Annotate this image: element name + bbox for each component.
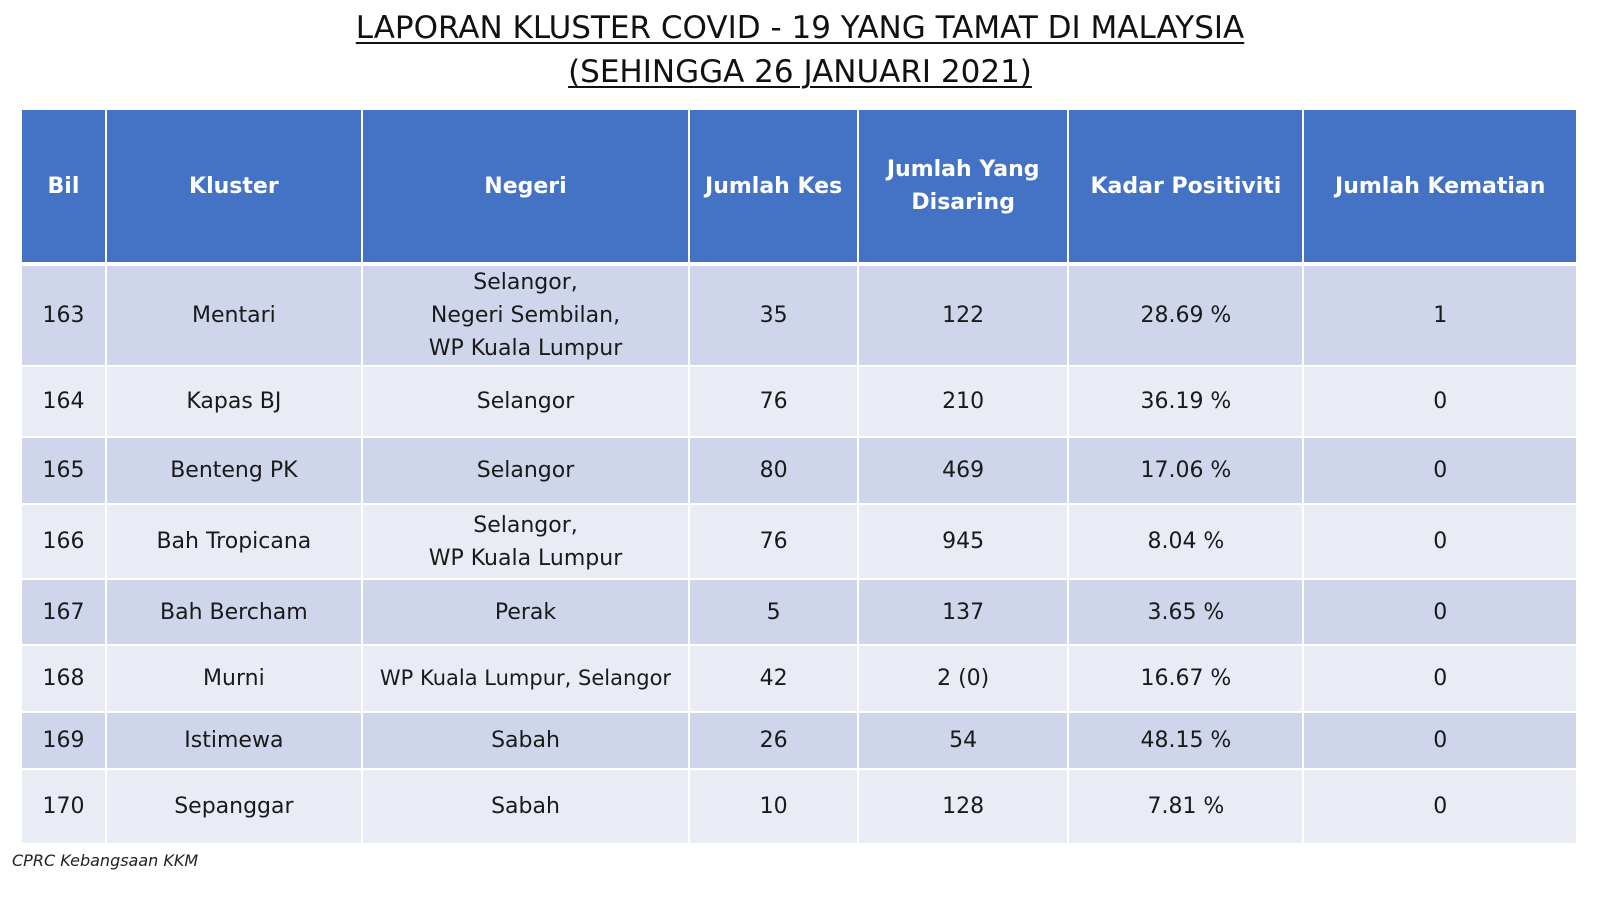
cell-kes: 76 [688,503,860,580]
cell-disaring: 137 [857,578,1070,646]
cell-negeri: Perak [360,578,691,646]
header-kluster: Kluster [104,108,363,266]
table-row: 168 Murni WP Kuala Lumpur, Selangor 42 2… [20,644,1578,713]
table-row: 163 Mentari Selangor, Negeri Sembilan, W… [20,263,1578,367]
cell-kluster: Benteng PK [104,436,363,505]
cell-kluster: Bah Tropicana [104,503,363,580]
table-header-row: Bil Kluster Negeri Jumlah Kes Jumlah Yan… [20,108,1578,266]
cell-kluster: Bah Bercham [104,578,363,646]
cell-bil: 165 [20,436,107,505]
table-row: 169 Istimewa Sabah 26 54 48.15 % 0 [20,711,1578,770]
header-jumlah-disaring: Jumlah Yang Disaring [857,108,1070,266]
report-title: LAPORAN KLUSTER COVID - 19 YANG TAMAT DI… [0,6,1600,94]
negeri-line: Selangor, [473,512,578,538]
negeri-line: Selangor, [473,270,578,295]
source-footer: CPRC Kebangsaan KKM [12,851,199,870]
cell-positiviti: 36.19 % [1067,365,1305,438]
cell-negeri: Sabah [360,768,691,845]
cell-kematian: 0 [1302,365,1578,438]
cell-negeri: Selangor, Negeri Sembilan, WP Kuala Lump… [360,263,691,367]
header-negeri: Negeri [360,108,691,266]
cell-positiviti: 16.67 % [1067,644,1305,713]
table-row: 165 Benteng PK Selangor 80 469 17.06 % 0 [20,436,1578,505]
cell-kematian: 0 [1302,768,1578,845]
cell-disaring: 945 [857,503,1070,580]
cell-kluster: Sepanggar [104,768,363,845]
cell-bil: 169 [20,711,107,770]
cell-positiviti: 7.81 % [1067,768,1305,845]
cell-kluster: Mentari [104,263,363,367]
cell-positiviti: 28.69 % [1067,263,1305,367]
cell-kematian: 0 [1302,644,1578,713]
cell-kematian: 1 [1302,263,1578,367]
table-row: 167 Bah Bercham Perak 5 137 3.65 % 0 [20,578,1578,646]
cell-negeri: Selangor [360,436,691,505]
negeri-line: WP Kuala Lumpur [428,545,623,571]
cell-disaring: 2 (0) [857,644,1070,713]
header-kadar-positiviti: Kadar Positiviti [1067,108,1305,266]
title-line-2: (SEHINGGA 26 JANUARI 2021) [568,54,1032,90]
cell-kematian: 0 [1302,503,1578,580]
negeri-line: WP Kuala Lumpur [428,336,623,361]
negeri-line: WP Kuala Lumpur, Selangor [379,666,672,690]
header-jumlah-kematian: Jumlah Kematian [1302,108,1578,266]
negeri-line: Selangor [476,389,575,414]
cell-kes: 76 [688,365,860,438]
table-row: 170 Sepanggar Sabah 10 128 7.81 % 0 [20,768,1578,845]
cell-kes: 10 [688,768,860,845]
cell-negeri: WP Kuala Lumpur, Selangor [360,644,691,713]
table-row: 166 Bah Tropicana Selangor, WP Kuala Lum… [20,503,1578,580]
title-line-1: LAPORAN KLUSTER COVID - 19 YANG TAMAT DI… [355,10,1245,46]
cell-bil: 166 [20,503,107,580]
cell-negeri: Selangor, WP Kuala Lumpur [360,503,691,580]
cell-disaring: 128 [857,768,1070,845]
cell-negeri: Selangor [360,365,691,438]
cell-bil: 168 [20,644,107,713]
cell-bil: 164 [20,365,107,438]
cell-positiviti: 3.65 % [1067,578,1305,646]
cell-kes: 80 [688,436,860,505]
negeri-line: Perak [494,599,557,625]
cell-kes: 5 [688,578,860,646]
cell-kematian: 0 [1302,436,1578,505]
cell-disaring: 54 [857,711,1070,770]
negeri-line: Sabah [491,794,560,819]
cell-kematian: 0 [1302,711,1578,770]
cell-disaring: 210 [857,365,1070,438]
cell-positiviti: 17.06 % [1067,436,1305,505]
header-jumlah-kes: Jumlah Kes [688,108,860,266]
cell-negeri: Sabah [360,711,691,770]
header-bil: Bil [20,108,107,266]
cluster-table: Bil Kluster Negeri Jumlah Kes Jumlah Yan… [20,108,1578,845]
cell-positiviti: 48.15 % [1067,711,1305,770]
cell-kes: 26 [688,711,860,770]
cell-bil: 163 [20,263,107,367]
cell-disaring: 122 [857,263,1070,367]
cell-positiviti: 8.04 % [1067,503,1305,580]
negeri-line: Sabah [491,728,560,753]
negeri-line: Selangor [476,458,575,483]
cell-kluster: Kapas BJ [104,365,363,438]
cell-kluster: Istimewa [104,711,363,770]
table-row: 164 Kapas BJ Selangor 76 210 36.19 % 0 [20,365,1578,438]
cell-kes: 42 [688,644,860,713]
cell-disaring: 469 [857,436,1070,505]
cell-kluster: Murni [104,644,363,713]
cell-bil: 170 [20,768,107,845]
cell-kes: 35 [688,263,860,367]
cell-kematian: 0 [1302,578,1578,646]
negeri-line: Negeri Sembilan, [430,303,621,328]
cell-bil: 167 [20,578,107,646]
